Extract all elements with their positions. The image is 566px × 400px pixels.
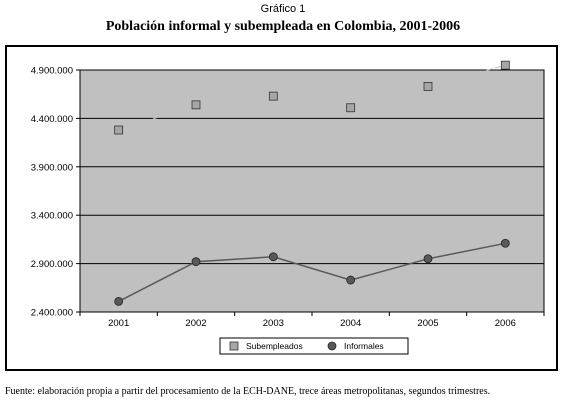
x-tick-label: 2005 [417, 318, 438, 329]
source-note: Fuente: elaboración propia a partir del … [5, 386, 491, 397]
x-tick-label: 2001 [108, 318, 129, 329]
data-point-subempleados [191, 100, 201, 110]
x-tick-label: 2004 [340, 318, 361, 329]
plot-area [79, 69, 545, 313]
chart-title: Población informal y subempleada en Colo… [105, 19, 461, 34]
data-point-informales [500, 238, 510, 248]
y-tick-label: 2.400.000 [31, 308, 73, 319]
data-point-informales [114, 296, 124, 306]
series-line-subempleados [118, 64, 506, 131]
legend-marker-informales [327, 341, 337, 351]
data-point-informales [346, 275, 356, 285]
data-point-informales [191, 257, 201, 267]
series-line-informales [118, 242, 506, 303]
y-tick-label: 4.900.000 [31, 66, 73, 77]
chart-caption: Gráfico 1 [260, 3, 306, 15]
y-tick-label: 3.400.000 [31, 211, 73, 222]
data-point-subempleados [268, 91, 278, 101]
data-point-informales [268, 252, 278, 262]
data-point-informales [423, 254, 433, 264]
x-tick-label: 2003 [263, 318, 284, 329]
chart-frame: 2.400.000 2.900.000 3.400.000 3.900.000 4.40… [5, 45, 558, 371]
gridlines [80, 69, 544, 265]
y-tick-label: 2.900.000 [31, 259, 73, 270]
legend-label-subempleados: Subempleados [246, 341, 303, 351]
plot-background [79, 69, 545, 313]
x-tick-label: 2006 [495, 318, 516, 329]
chart-svg: 2.400.000 2.900.000 3.400.000 3.900.000 4.40… [31, 60, 545, 355]
data-point-subempleados [346, 103, 356, 113]
legend: Subempleados Informales [219, 337, 409, 355]
data-point-subempleados [114, 125, 124, 135]
y-axis: 2.400.000 2.900.000 3.400.000 3.900.000 4.40… [31, 66, 80, 319]
series-layer [114, 60, 510, 306]
data-point-subempleados [500, 60, 510, 70]
y-tick-label: 4.400.000 [31, 114, 73, 125]
legend-box [219, 337, 409, 355]
legend-label-informales: Informales [344, 341, 384, 351]
legend-marker-subempleados [229, 341, 239, 351]
data-point-subempleados [423, 82, 433, 91]
x-tick-label: 2002 [185, 318, 206, 329]
y-tick-label: 3.900.000 [31, 162, 73, 173]
x-axis: 2001 2002 2003 2004 2005 2006 [79, 312, 545, 329]
